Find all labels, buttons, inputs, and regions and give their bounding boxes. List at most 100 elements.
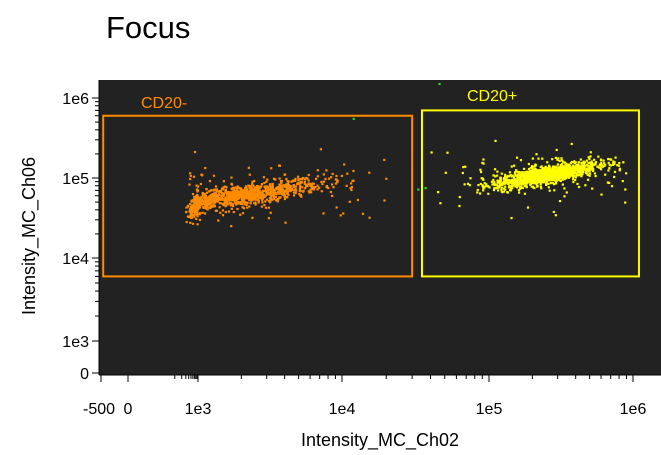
data-point — [493, 182, 496, 186]
data-point — [196, 196, 199, 199]
data-point — [507, 178, 510, 182]
data-point — [196, 200, 199, 203]
data-point — [212, 189, 215, 192]
data-point — [303, 180, 306, 184]
data-point — [279, 192, 282, 195]
data-point — [256, 195, 259, 199]
data-point — [190, 209, 193, 212]
data-point — [547, 164, 551, 167]
data-point — [218, 198, 221, 201]
data-point — [601, 165, 605, 168]
data-point — [239, 213, 242, 216]
data-point — [535, 183, 538, 186]
data-point — [600, 193, 603, 196]
data-point — [350, 188, 353, 192]
data-point — [248, 193, 251, 197]
data-point — [192, 213, 196, 216]
data-point — [574, 176, 577, 179]
data-point — [572, 165, 575, 169]
data-point — [566, 168, 569, 171]
data-point — [239, 189, 243, 192]
data-point — [555, 165, 558, 168]
data-point — [500, 183, 503, 186]
data-point — [599, 163, 602, 166]
data-point — [602, 159, 605, 162]
data-point — [261, 201, 264, 204]
data-point — [213, 197, 216, 200]
data-point — [261, 193, 264, 196]
data-point — [562, 170, 565, 173]
data-point — [591, 168, 594, 171]
data-point — [272, 195, 275, 198]
data-point — [536, 179, 540, 183]
data-point — [552, 183, 556, 186]
data-point — [625, 172, 628, 175]
data-point — [314, 177, 318, 181]
data-point — [202, 201, 206, 204]
data-point — [231, 202, 234, 205]
x-tick-label: 1e4 — [329, 401, 356, 418]
data-point — [531, 157, 534, 160]
data-point — [479, 192, 482, 195]
data-point — [251, 199, 254, 202]
data-point — [257, 198, 260, 201]
data-point — [556, 178, 559, 181]
data-point — [608, 163, 611, 167]
data-point — [288, 187, 291, 190]
data-point — [204, 206, 207, 209]
data-point — [519, 159, 523, 162]
series-cd20- — [430, 139, 628, 220]
data-point — [528, 176, 532, 179]
data-point — [528, 178, 532, 181]
data-point — [215, 188, 219, 191]
data-point — [281, 185, 284, 189]
data-point — [509, 189, 513, 192]
data-point — [559, 168, 562, 171]
data-point — [548, 171, 551, 174]
data-point — [268, 192, 272, 195]
data-point — [580, 174, 583, 177]
data-point — [532, 165, 535, 168]
data-point — [591, 162, 594, 165]
data-point — [570, 161, 573, 164]
data-point — [282, 184, 285, 187]
data-point — [531, 167, 534, 170]
data-point — [283, 195, 286, 199]
data-point — [517, 176, 521, 179]
data-point — [247, 184, 250, 188]
data-point — [588, 174, 591, 177]
data-point — [189, 221, 192, 224]
data-point — [571, 172, 574, 176]
data-point — [261, 190, 264, 194]
data-point — [572, 167, 575, 170]
data-point — [524, 176, 527, 180]
data-point — [464, 165, 467, 168]
data-point — [547, 176, 550, 179]
data-point — [574, 167, 577, 170]
data-point — [461, 171, 464, 175]
data-point — [507, 186, 511, 189]
data-point — [482, 178, 485, 182]
data-point — [520, 182, 523, 185]
data-point — [618, 161, 621, 165]
data-point — [500, 190, 503, 193]
data-point — [230, 191, 233, 194]
data-point — [496, 174, 499, 177]
data-point — [556, 171, 559, 174]
data-point — [208, 179, 212, 183]
data-point — [303, 182, 306, 185]
data-point — [537, 177, 541, 180]
data-point — [579, 171, 582, 174]
data-point — [564, 171, 568, 175]
data-point — [198, 213, 201, 216]
data-point — [209, 201, 212, 205]
data-point — [307, 179, 310, 182]
data-point — [321, 183, 324, 186]
data-point — [525, 185, 528, 188]
data-point — [516, 177, 519, 180]
data-point — [514, 181, 518, 184]
data-point — [196, 223, 199, 226]
series-cd20- — [185, 148, 388, 228]
data-point — [205, 188, 208, 191]
data-point — [208, 198, 211, 201]
